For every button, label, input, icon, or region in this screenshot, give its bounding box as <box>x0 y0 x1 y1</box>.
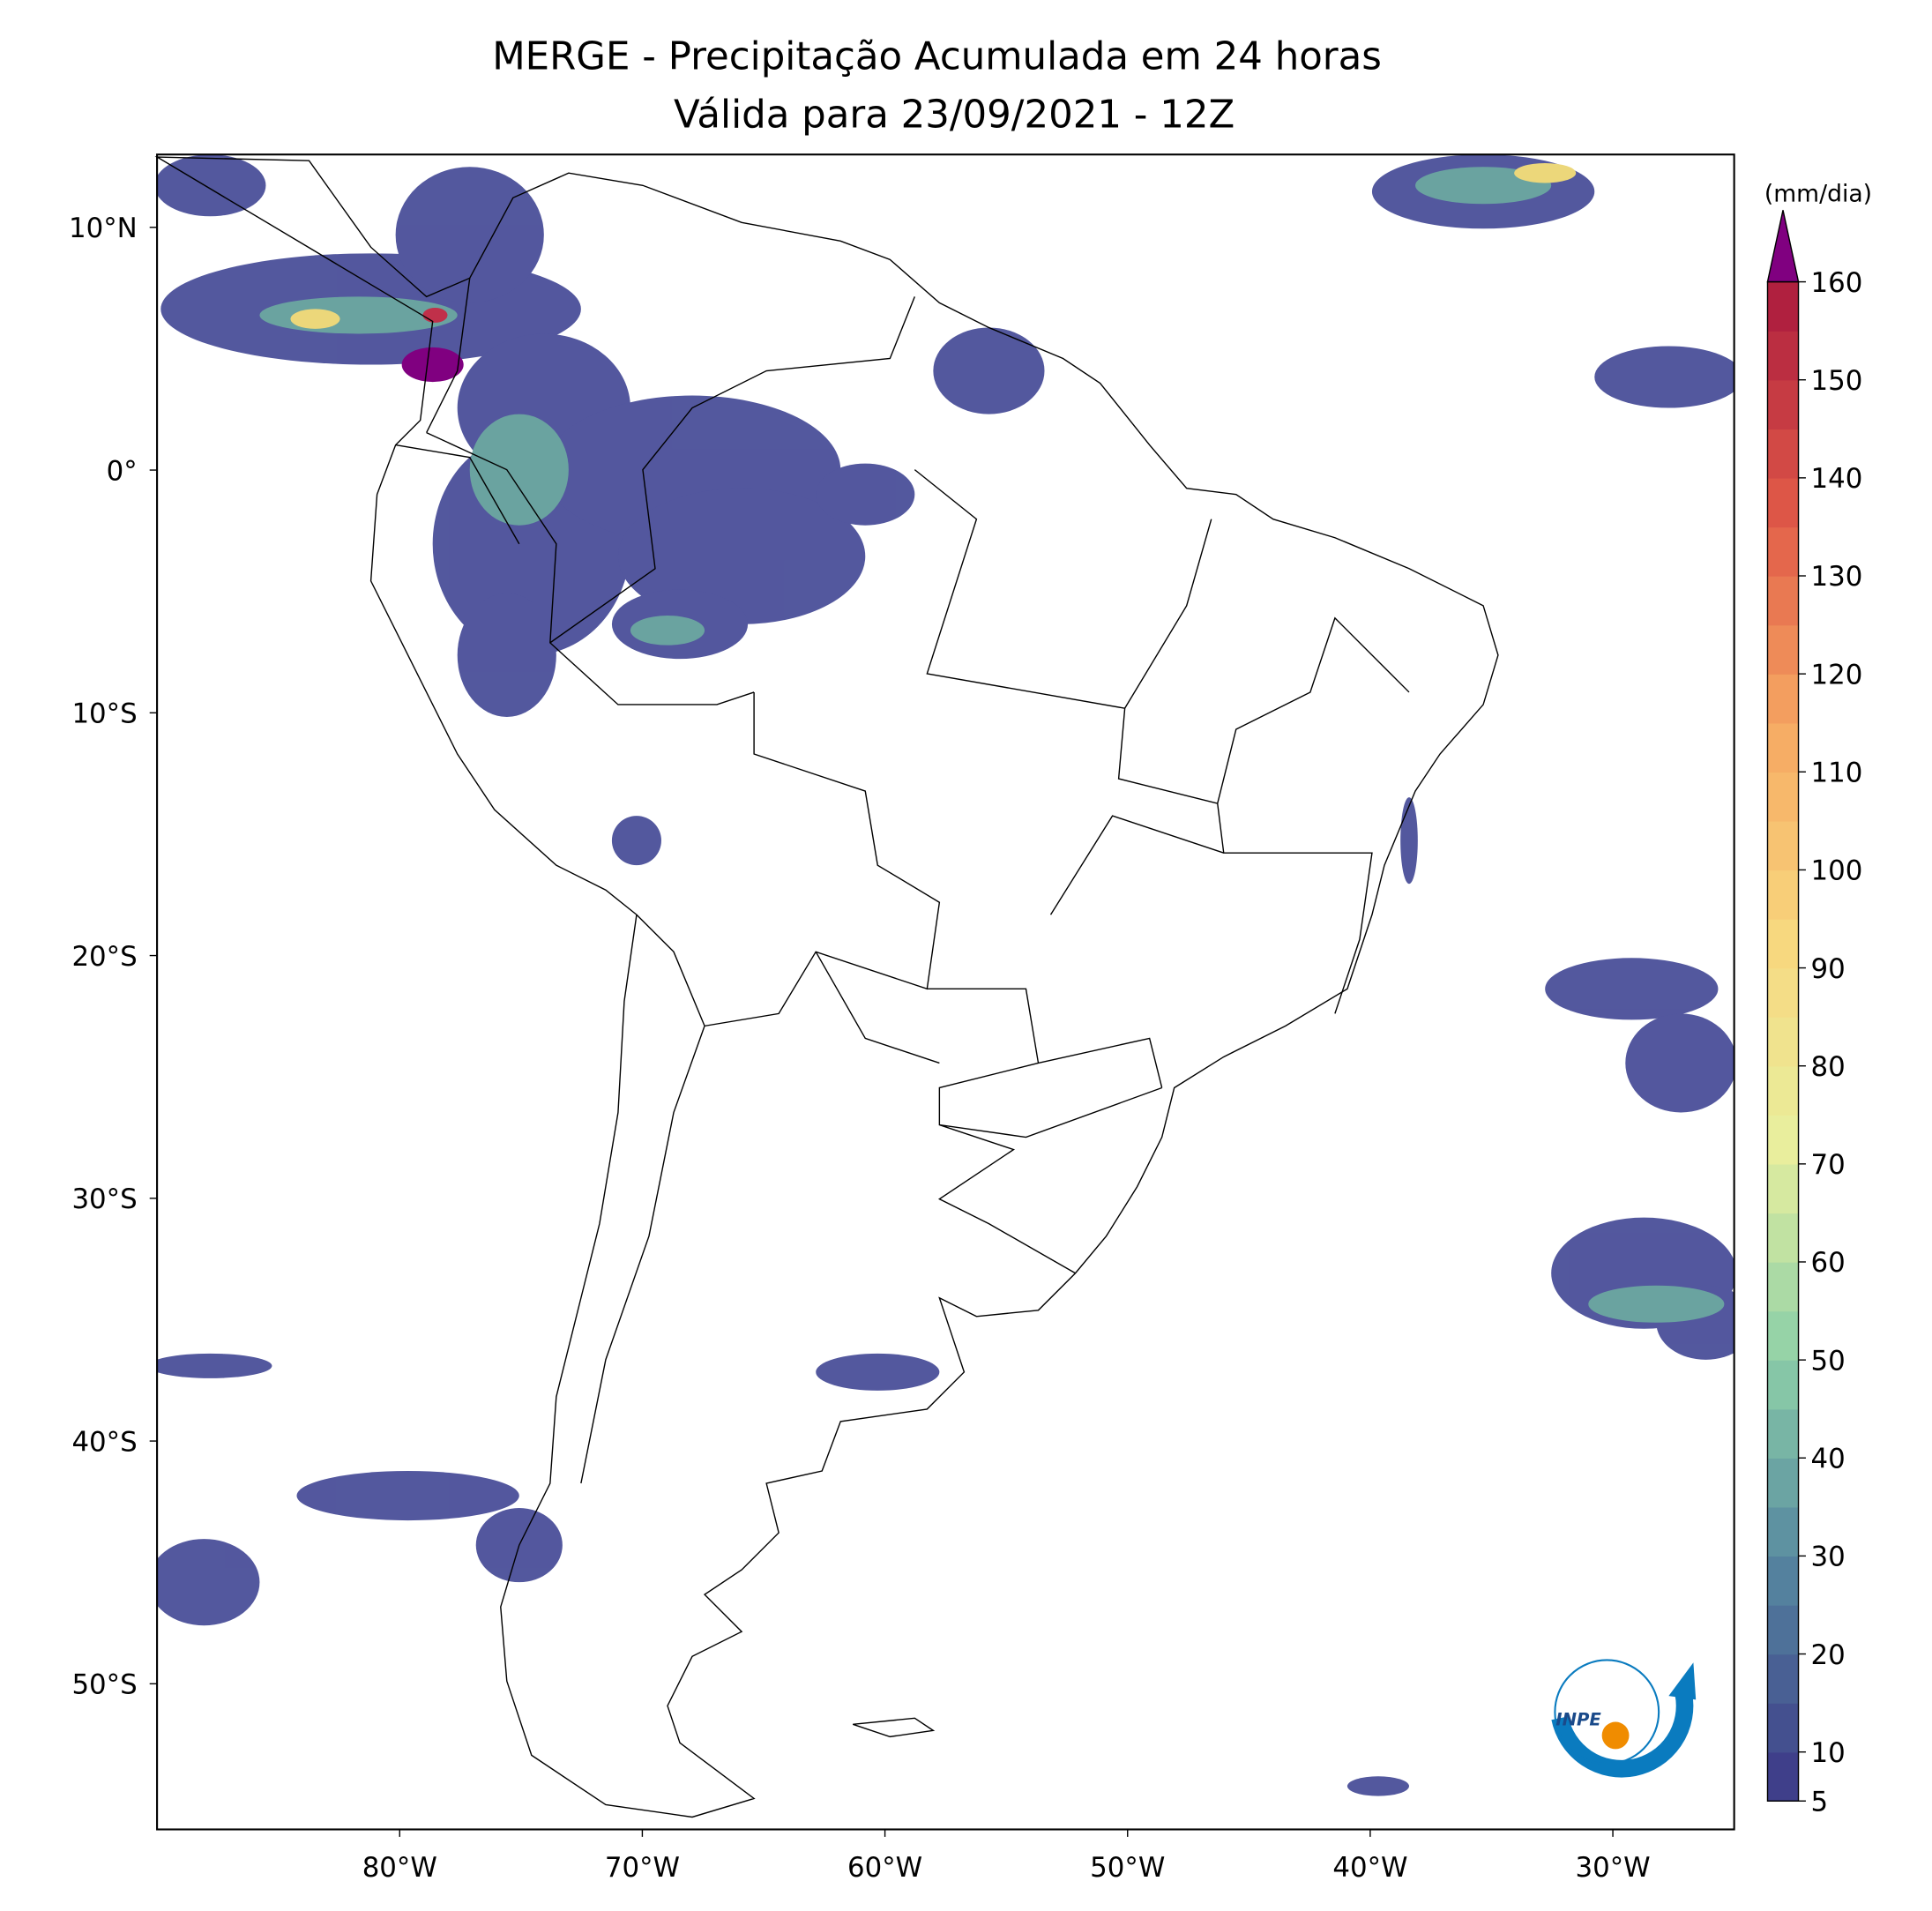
colorbar-band <box>1767 1213 1799 1263</box>
title: MERGE - Precipitação Acumulada em 24 hor… <box>492 34 1382 78</box>
colorbar-band <box>1767 1653 1799 1704</box>
colorbar-tick-label: 70 <box>1811 1149 1846 1181</box>
colorbar-band <box>1767 820 1799 871</box>
colorbar-tick-label: 90 <box>1811 953 1846 985</box>
colorbar-band <box>1767 1360 1799 1410</box>
colorbar-band <box>1767 1065 1799 1116</box>
y-tick-label: 20°S <box>71 941 137 973</box>
map-frame <box>156 153 1735 1831</box>
colorbar-band <box>1767 526 1799 577</box>
colorbar-band <box>1767 477 1799 528</box>
colorbar-tick-label: 5 <box>1811 1786 1829 1818</box>
colorbar-band <box>1767 1506 1799 1557</box>
y-tick-label: 10°S <box>71 698 137 730</box>
colorbar-band <box>1767 281 1799 332</box>
precipitation-field <box>157 154 1734 1796</box>
x-tick-label: 40°W <box>1332 1852 1407 1884</box>
colorbar-tick-label: 140 <box>1811 463 1863 495</box>
colorbar-tick-label: 30 <box>1811 1541 1846 1573</box>
colorbar-tick-label: 100 <box>1811 855 1863 887</box>
y-tick-label: 50°S <box>71 1669 137 1701</box>
colorbar-band <box>1767 870 1799 920</box>
y-tick-label: 0° <box>107 455 138 487</box>
y-tick-label: 30°S <box>71 1183 137 1215</box>
colorbar-tick-label: 130 <box>1811 561 1863 593</box>
inpe-logo: INPE <box>1551 1659 1697 1778</box>
colorbar-band <box>1767 331 1799 381</box>
colorbar-tick-label: 10 <box>1811 1737 1846 1769</box>
colorbar-band <box>1767 1310 1799 1361</box>
x-tick-label: 60°W <box>847 1852 922 1884</box>
colorbar-band <box>1767 967 1799 1018</box>
colorbar-tick-label: 80 <box>1811 1051 1846 1083</box>
colorbar-tick-label: 20 <box>1811 1639 1846 1671</box>
y-tick-label: 10°N <box>69 213 138 244</box>
colorbar-band <box>1767 1261 1799 1312</box>
colorbar-band <box>1767 1604 1799 1655</box>
colorbar-band <box>1767 1458 1799 1508</box>
colorbar-band <box>1767 674 1799 724</box>
subtitle: Válida para 23/09/2021 - 12Z <box>674 93 1235 137</box>
colorbar-band <box>1767 1751 1799 1802</box>
logo-text: INPE <box>1555 1710 1601 1730</box>
colorbar-tick-label: 120 <box>1811 659 1863 690</box>
colorbar-band <box>1767 1408 1799 1459</box>
colorbar-band <box>1767 1703 1799 1753</box>
y-tick-label: 40°S <box>71 1426 137 1458</box>
colorbar-band <box>1767 624 1799 675</box>
colorbar-tick-label: 40 <box>1811 1443 1846 1474</box>
x-tick-label: 70°W <box>605 1852 680 1884</box>
colorbar-band <box>1767 1163 1799 1214</box>
x-tick-label: 80°W <box>362 1852 437 1884</box>
borders <box>395 278 1410 1484</box>
x-tick-label: 30°W <box>1576 1852 1651 1884</box>
colorbar-tick-label: 60 <box>1811 1247 1846 1279</box>
colorbar-band <box>1767 429 1799 479</box>
colorbar-band <box>1767 918 1799 969</box>
colorbar-band <box>1767 379 1799 429</box>
colorbar-band <box>1767 1556 1799 1606</box>
colorbar-band <box>1767 576 1799 626</box>
colorbar-tick-label: 50 <box>1811 1345 1846 1377</box>
colorbar-frame <box>1766 280 1800 1802</box>
colorbar-tick-label: 160 <box>1811 267 1863 299</box>
colorbar-label: (mm/dia) <box>1764 180 1872 207</box>
colorbar-band <box>1767 1115 1799 1165</box>
colorbar-band <box>1767 722 1799 773</box>
colorbar-tick-label: 150 <box>1811 365 1863 397</box>
colorbar-band <box>1767 772 1799 822</box>
colorbar-tick-label: 110 <box>1811 757 1863 788</box>
colorbar-band <box>1767 1017 1799 1067</box>
x-tick-label: 50°W <box>1090 1852 1165 1884</box>
